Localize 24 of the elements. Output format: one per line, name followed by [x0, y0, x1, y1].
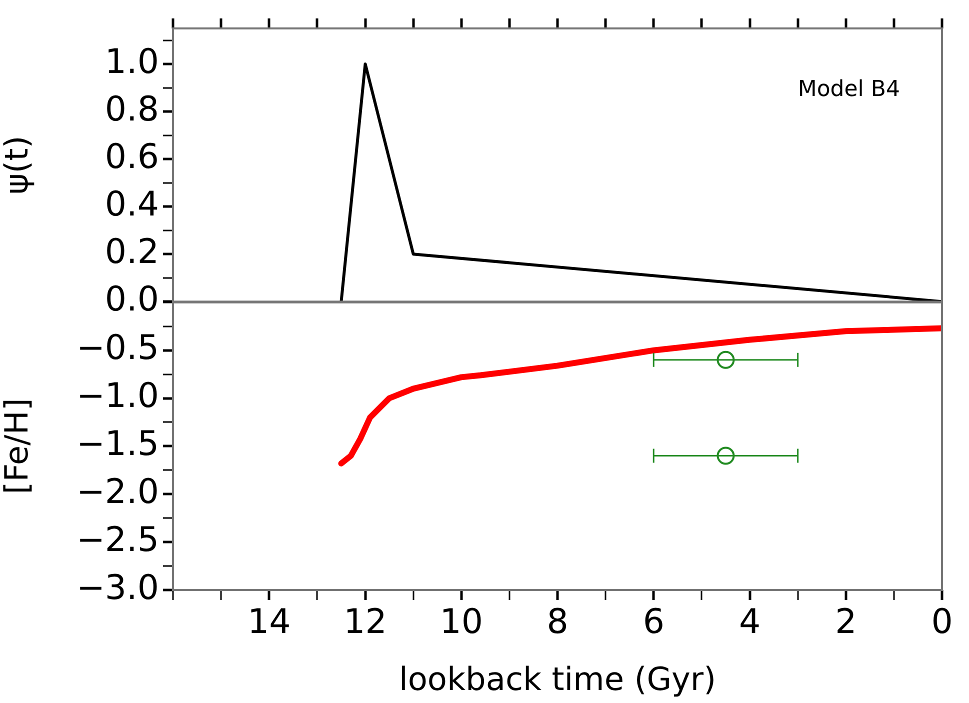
y-tick-label: −2.0 — [76, 472, 159, 512]
y-tick-label: −1.0 — [76, 376, 159, 416]
x-axis-title: lookback time (Gyr) — [398, 660, 716, 698]
x-tick-label: 14 — [247, 602, 291, 642]
x-tick-label: 4 — [738, 602, 761, 642]
x-tick-label: 6 — [642, 602, 664, 642]
x-tick-label: 8 — [546, 602, 568, 642]
x-tick-label: 12 — [344, 602, 387, 642]
x-tick-label: 2 — [835, 602, 857, 642]
y-tick-label: 0.8 — [104, 90, 159, 130]
y-tick-label: 1.0 — [104, 42, 159, 82]
y-axis-title: [Fe/H] — [0, 398, 36, 494]
annotation: Model B4 — [798, 78, 900, 103]
y-tick-label: −1.5 — [76, 424, 159, 464]
y-tick-label: −0.5 — [76, 328, 159, 368]
y-axis-title: ψ(t) — [0, 136, 36, 195]
y-tick-label: 0.0 — [104, 280, 159, 320]
y-tick-label: −3.0 — [76, 567, 159, 608]
x-tick-label: 10 — [440, 602, 484, 642]
y-tick-label: −2.5 — [76, 519, 159, 560]
y-tick-label: 0.2 — [104, 232, 159, 272]
y-tick-label: 0.6 — [104, 137, 159, 178]
x-tick-label: 0 — [931, 602, 953, 642]
y-tick-label: 0.4 — [104, 184, 159, 225]
